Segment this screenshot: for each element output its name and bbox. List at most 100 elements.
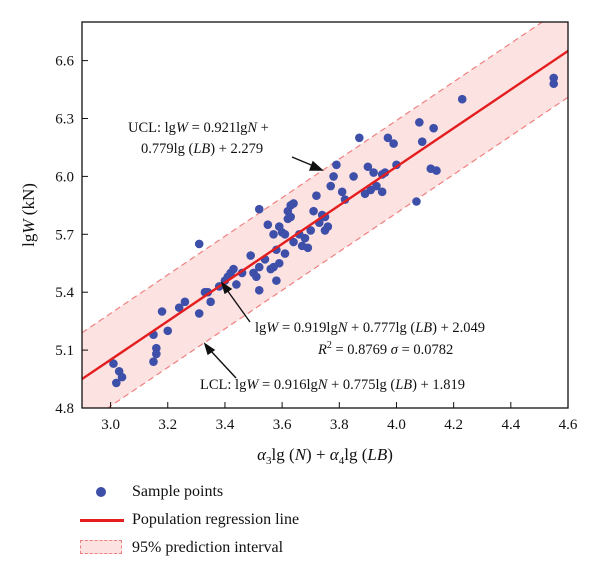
annot-part: N <box>317 377 329 393</box>
x-title-part: ) + <box>306 445 330 464</box>
annot-part: N <box>337 320 349 336</box>
y-tick-label: 5.7 <box>55 227 74 243</box>
data-point <box>252 272 261 282</box>
annot-part: + 0.777lg ( <box>347 320 415 336</box>
legend-item-sample-points: Sample points <box>80 478 299 506</box>
x-title-part: 4 <box>339 455 345 467</box>
annot-part: W <box>266 320 280 336</box>
data-point <box>109 359 118 368</box>
annot-part: = 0.916lg <box>258 377 317 393</box>
data-point <box>194 239 204 249</box>
y-tick-label: 4.8 <box>55 401 74 417</box>
x-tick-label: 3.8 <box>330 417 349 433</box>
annot-part: 2 <box>327 340 332 351</box>
legend-item-prediction-interval: 95% prediction interval <box>80 534 299 562</box>
annot-part: N <box>246 120 258 136</box>
data-point <box>349 172 358 181</box>
x-tick-label: 3.4 <box>216 417 235 433</box>
data-point <box>174 303 184 312</box>
annot-part: ) + 2.279 <box>210 141 263 157</box>
data-point <box>432 166 441 175</box>
ucl-label-line1: UCL: lgW = 0.921lgN + <box>128 120 269 136</box>
x-tick-label: 4.0 <box>387 417 406 433</box>
data-point <box>389 139 398 148</box>
y-tick-label: 6.0 <box>55 169 74 185</box>
scatter-chart: 3.0 3.2 3.4 3.6 3.8 4.0 4.2 4.4 4.6 4.8 5.1 5.4 5.7 6… <box>19 0 578 467</box>
annot-part: + 0.775lg ( <box>327 377 395 393</box>
data-point <box>254 204 264 214</box>
lcl-arrow <box>209 349 237 379</box>
legend-label: Population regression line <box>132 511 300 528</box>
data-point <box>429 123 438 133</box>
data-point <box>206 297 215 307</box>
data-point <box>149 357 158 366</box>
y-title-part: lg <box>19 233 38 247</box>
y-tick-label: 5.4 <box>55 285 74 301</box>
legend-label: Sample points <box>132 483 224 500</box>
fit-label-line1: lgW = 0.919lgN + 0.777lg (LB) + 2.049 <box>255 320 485 336</box>
data-point <box>363 162 373 172</box>
dot-marker-icon <box>96 487 106 497</box>
y-title-part: (kN) <box>19 183 38 219</box>
data-point <box>326 181 336 191</box>
x-title-part: α <box>257 445 267 464</box>
data-point <box>372 181 381 191</box>
annot-part: = 0.0782 <box>398 342 453 358</box>
fit-label-line2: R2 = 0.8769 σ = 0.0782 <box>317 340 453 358</box>
x-title-part: ) <box>387 445 393 464</box>
data-point <box>232 280 241 289</box>
annot-part: lg <box>255 320 266 336</box>
annot-part: = 0.921lg <box>188 120 247 136</box>
data-point <box>280 249 290 258</box>
band-marker-icon <box>80 540 122 554</box>
data-point <box>377 187 387 197</box>
fit-arrowhead <box>220 281 233 295</box>
lcl-arrowhead <box>203 342 216 356</box>
lcl-boundary-line <box>106 96 568 408</box>
lcl-label: LCL: lgW = 0.916lgN + 0.775lg (LB) + 1.8… <box>200 377 465 393</box>
data-point <box>274 258 284 268</box>
annot-part: UCL: lg <box>128 120 176 136</box>
data-point <box>229 264 238 274</box>
data-point <box>263 220 273 229</box>
annot-part: ) + 2.049 <box>432 320 485 336</box>
data-point <box>332 160 341 170</box>
plot-frame <box>81 21 569 409</box>
data-point <box>246 251 255 260</box>
annot-part: 0.779lg ( <box>141 141 194 157</box>
data-point <box>337 187 347 197</box>
data-point <box>272 276 281 285</box>
x-tick-label: 4.6 <box>559 417 578 433</box>
data-point <box>289 237 298 247</box>
data-point <box>209 0 218 3</box>
x-title-part: LB <box>366 445 387 464</box>
data-point <box>254 262 264 272</box>
x-title-part: N <box>294 445 308 464</box>
ucl-boundary-line <box>82 22 544 334</box>
legend: Sample points Population regression line… <box>80 478 299 562</box>
data-point <box>412 197 421 206</box>
x-tick-label: 3.0 <box>101 417 120 433</box>
data-point <box>157 307 167 316</box>
x-tick-label: 3.6 <box>273 417 292 433</box>
legend-swatch-line <box>80 511 124 529</box>
legend-item-regression-line: Population regression line <box>80 506 299 534</box>
regression-line <box>82 49 568 381</box>
data-point <box>163 326 173 336</box>
data-point <box>286 212 295 222</box>
legend-label: 95% prediction interval <box>132 539 284 556</box>
annot-part: = 0.8769 <box>332 342 391 358</box>
annot-part: LCL: lg <box>200 377 246 393</box>
data-point <box>152 349 161 359</box>
data-point <box>280 230 290 239</box>
legend-swatch-band <box>80 539 124 557</box>
x-tick-label: 4.4 <box>501 417 520 433</box>
annot-part: σ <box>391 342 399 358</box>
data-point <box>269 230 278 239</box>
ucl-arrowhead <box>308 160 324 171</box>
data-point <box>309 206 318 216</box>
annot-part: ) + 1.819 <box>412 377 465 393</box>
y-tick-label: 6.3 <box>55 112 74 128</box>
data-point <box>329 172 338 181</box>
data-point <box>369 168 378 177</box>
